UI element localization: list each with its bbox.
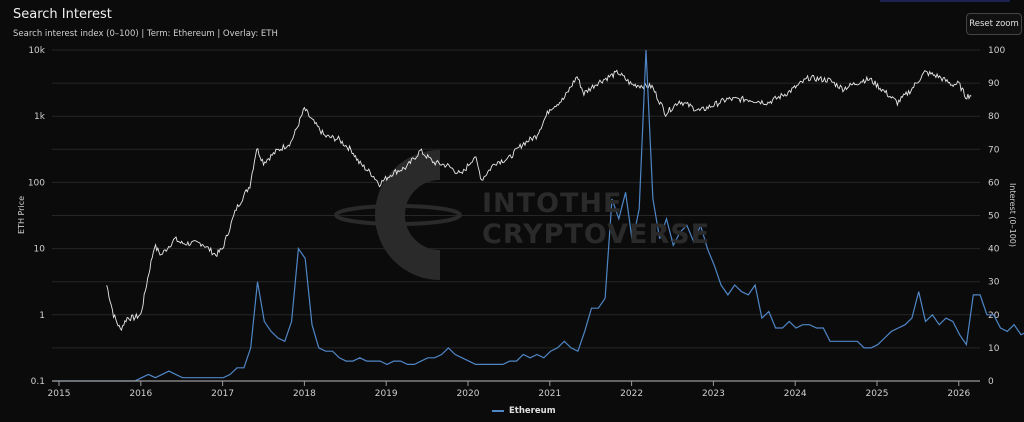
watermark-logo-icon [334, 150, 462, 280]
chart-subtitle: Search interest index (0–100) | Term: Et… [13, 29, 278, 39]
left-tick-label: 1 [39, 311, 45, 321]
x-tick-label: 2016 [129, 389, 152, 399]
right-tick-label: 80 [988, 112, 1000, 122]
legend-item-ethereum[interactable]: Ethereum [492, 406, 556, 416]
right-tick-label: 100 [988, 46, 1005, 56]
watermark-text: INTOTHE CRYPTOVERSE [482, 188, 711, 250]
left-tick-label: 0.1 [31, 377, 45, 387]
left-tick-label: 10 [34, 245, 46, 255]
left-tick-label: 100 [28, 178, 45, 188]
x-tick-label: 2020 [457, 389, 480, 399]
reset-zoom-button[interactable]: Reset zoom [966, 13, 1022, 35]
top-accent-bar [880, 0, 1010, 2]
eth-price-line [106, 69, 972, 332]
right-tick-label: 70 [988, 145, 1000, 155]
left-axis-label: ETH Price [17, 196, 26, 234]
x-tick-label: 2026 [947, 389, 970, 399]
x-tick-label: 2019 [375, 389, 398, 399]
x-tick-label: 2024 [784, 389, 807, 399]
left-tick-label: 1k [34, 112, 46, 122]
legend-swatch-icon [492, 410, 504, 412]
right-tick-label: 40 [988, 245, 1000, 255]
right-tick-label: 10 [988, 344, 1000, 354]
chart-title: Search Interest [13, 7, 112, 22]
right-tick-label: 90 [988, 79, 1000, 89]
right-axis-label: Interest (0–100) [1008, 183, 1017, 247]
x-axis-ticks: 2015 2016 2017 2018 2019 2020 2021 2022 2023 2024… [48, 381, 971, 399]
x-tick-label: 2017 [211, 389, 234, 399]
left-axis-ticks: 0.1 1 10 100 1k 10k [28, 46, 46, 387]
grid-lines [52, 49, 980, 349]
x-tick-label: 2022 [620, 389, 643, 399]
ethereum-interest-line [53, 49, 1024, 382]
right-tick-label: 30 [988, 278, 1000, 288]
right-tick-label: 50 [988, 212, 1000, 222]
x-tick-label: 2023 [702, 389, 725, 399]
x-tick-label: 2021 [538, 389, 561, 399]
x-tick-label: 2015 [48, 389, 71, 399]
right-tick-label: 60 [988, 178, 1000, 188]
x-tick-label: 2018 [293, 389, 316, 399]
left-tick-label: 10k [28, 46, 45, 56]
x-tick-label: 2025 [866, 389, 889, 399]
right-tick-label: 0 [988, 377, 994, 387]
legend-label: Ethereum [509, 406, 556, 416]
